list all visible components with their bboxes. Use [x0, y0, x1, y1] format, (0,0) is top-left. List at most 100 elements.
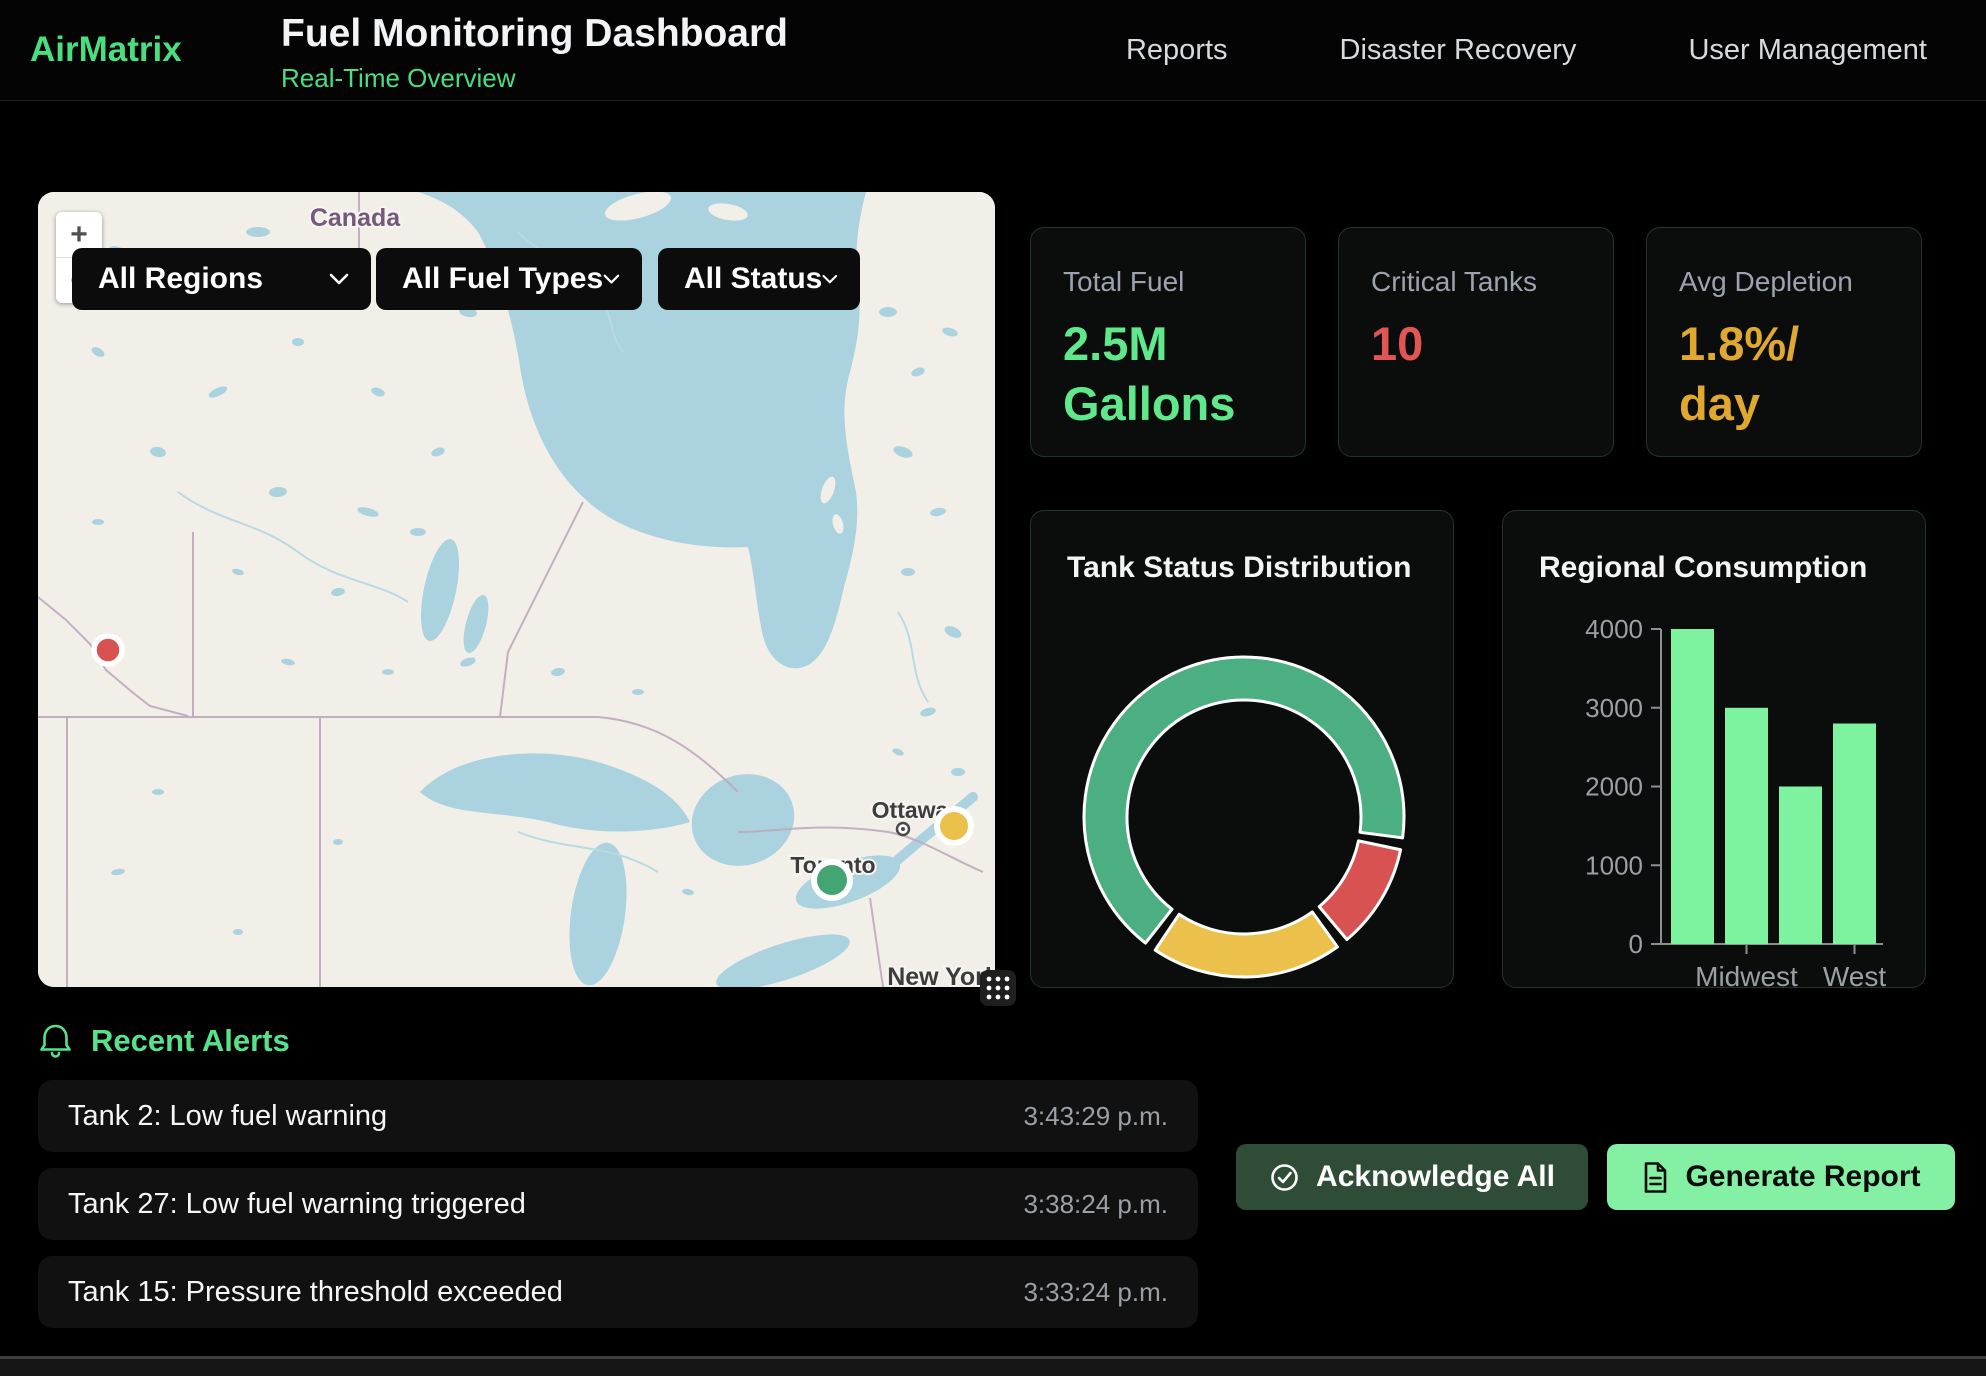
regional-consumption-card: Regional Consumption 0 1000 2000 3000 4000 Mi… — [1502, 510, 1926, 989]
small-lake — [879, 307, 897, 317]
bar-region-0 — [1671, 629, 1714, 944]
regions-filter-value: All Regions — [98, 262, 264, 295]
lake-erie — [716, 934, 850, 987]
regions-filter-dropdown[interactable]: All Regions — [72, 248, 371, 310]
check-circle-icon — [1271, 1163, 1298, 1191]
small-lake — [357, 507, 379, 517]
alert-timestamp: 3:38:24 p.m. — [1023, 1188, 1168, 1219]
title-block: Fuel Monitoring Dashboard Real-Time Over… — [281, 12, 788, 94]
small-lake — [951, 768, 965, 776]
small-lake — [91, 347, 105, 357]
small-lake — [410, 528, 426, 536]
st-lawrence-river — [888, 792, 978, 869]
small-lake — [892, 748, 904, 756]
stat-value: 10 — [1371, 317, 1424, 370]
lake-michigan — [569, 842, 627, 986]
small-lake — [92, 519, 104, 525]
small-lake — [930, 507, 946, 517]
alert-timestamp: 3:43:29 p.m. — [1023, 1100, 1168, 1131]
map-label-new-york: New York — [887, 963, 995, 987]
fuel-map[interactable]: Canada Ottawa Toronto New York + − All R… — [38, 192, 995, 987]
belcher-islands — [832, 514, 844, 534]
small-lake — [893, 446, 913, 458]
lake-manitoba — [463, 594, 489, 654]
nav-user-management[interactable]: User Management — [1688, 33, 1927, 66]
small-lake — [682, 888, 694, 896]
generate-report-button[interactable]: Generate Report — [1607, 1144, 1955, 1210]
alert-row: Tank 27: Low fuel warning triggered 3:38… — [38, 1168, 1198, 1240]
small-lake — [901, 568, 915, 576]
acknowledge-all-label: Acknowledge All — [1316, 1160, 1555, 1193]
tank-status-distribution-card: Tank Status Distribution — [1030, 510, 1454, 988]
alert-message: Tank 15: Pressure threshold exceeded — [68, 1275, 563, 1308]
arctic-island — [708, 203, 748, 221]
alert-timestamp: 3:33:24 p.m. — [1023, 1276, 1168, 1307]
small-lake — [911, 367, 925, 377]
y-tick-label: 1000 — [1585, 850, 1643, 880]
nav-reports[interactable]: Reports — [1125, 33, 1228, 66]
admin-borders — [38, 192, 984, 987]
stat-card-critical-tanks: Critical Tanks 10 — [1338, 227, 1614, 457]
alert-message: Tank 2: Low fuel warning — [68, 1099, 388, 1132]
y-tick-label: 0 — [1629, 929, 1643, 959]
zoom-in-button[interactable]: + — [70, 217, 88, 251]
y-tick-label: 2000 — [1585, 772, 1643, 802]
alert-message: Tank 27: Low fuel warning triggered — [68, 1187, 526, 1220]
header: AirMatrix Fuel Monitoring Dashboard Real… — [0, 0, 1986, 101]
chart-title: Tank Status Distribution — [1067, 551, 1412, 584]
small-lake — [281, 658, 295, 666]
ottawa-town-icon-dot — [901, 827, 905, 831]
stat-card-total-fuel: Total Fuel 2.5M Gallons — [1030, 227, 1306, 457]
small-lake — [331, 587, 345, 597]
small-lake — [292, 338, 304, 346]
top-nav: Reports Disaster Recovery User Managemen… — [1126, 0, 1927, 100]
x-tick-label: West — [1823, 961, 1886, 989]
chart-title: Regional Consumption — [1539, 551, 1868, 584]
stat-value: 1.8%/ day — [1679, 317, 1800, 430]
donut-slice-warning — [1153, 910, 1339, 979]
tank-marker-normal[interactable] — [811, 859, 853, 901]
chevron-down-icon — [329, 273, 349, 284]
small-lake — [233, 929, 243, 935]
lake-winnipeg — [420, 539, 460, 641]
recent-alerts-header: Recent Alerts — [38, 1022, 290, 1059]
bottom-strip — [0, 1356, 1986, 1376]
resize-drag-handle[interactable] — [980, 970, 1016, 1006]
stat-label: Avg Depletion — [1679, 266, 1853, 297]
small-lake — [920, 707, 936, 717]
donut-slice-critical — [1317, 839, 1403, 941]
small-lake — [152, 789, 164, 795]
tank-marker-warning[interactable] — [934, 806, 974, 846]
small-lake — [333, 839, 343, 845]
y-tick-label: 3000 — [1585, 693, 1643, 723]
recent-alerts-title: Recent Alerts — [91, 1022, 290, 1058]
map-canvas: Canada Ottawa Toronto New York — [38, 192, 995, 987]
fuel-types-filter-value: All Fuel Types — [402, 262, 604, 295]
small-lake — [944, 626, 962, 638]
fuel-types-filter-dropdown[interactable]: All Fuel Types — [376, 248, 642, 310]
x-tick-label: Midwest — [1695, 961, 1798, 989]
small-lake — [431, 447, 445, 457]
generate-report-label: Generate Report — [1685, 1160, 1921, 1193]
nav-disaster-recovery[interactable]: Disaster Recovery — [1339, 33, 1577, 66]
status-filter-dropdown[interactable]: All Status — [658, 248, 860, 310]
small-lake — [551, 667, 565, 677]
lake-superior — [420, 753, 690, 832]
alert-row: Tank 15: Pressure threshold exceeded 3:3… — [38, 1256, 1198, 1328]
small-lake — [371, 387, 385, 397]
small-lake — [632, 689, 644, 695]
y-tick-label: 4000 — [1585, 614, 1643, 644]
page-title: Fuel Monitoring Dashboard — [281, 12, 788, 55]
stat-label: Total Fuel — [1063, 266, 1185, 297]
tank-marker-critical[interactable] — [91, 633, 125, 667]
small-lake — [460, 657, 476, 667]
status-filter-value: All Status — [684, 262, 823, 295]
acknowledge-all-button[interactable]: Acknowledge All — [1236, 1144, 1588, 1210]
small-lake — [246, 227, 270, 237]
small-lake — [942, 327, 958, 337]
small-lake — [269, 486, 287, 498]
stat-card-avg-depletion: Avg Depletion 1.8%/ day — [1646, 227, 1922, 457]
map-label-country: Canada — [310, 204, 401, 232]
chevron-down-icon — [603, 274, 620, 284]
